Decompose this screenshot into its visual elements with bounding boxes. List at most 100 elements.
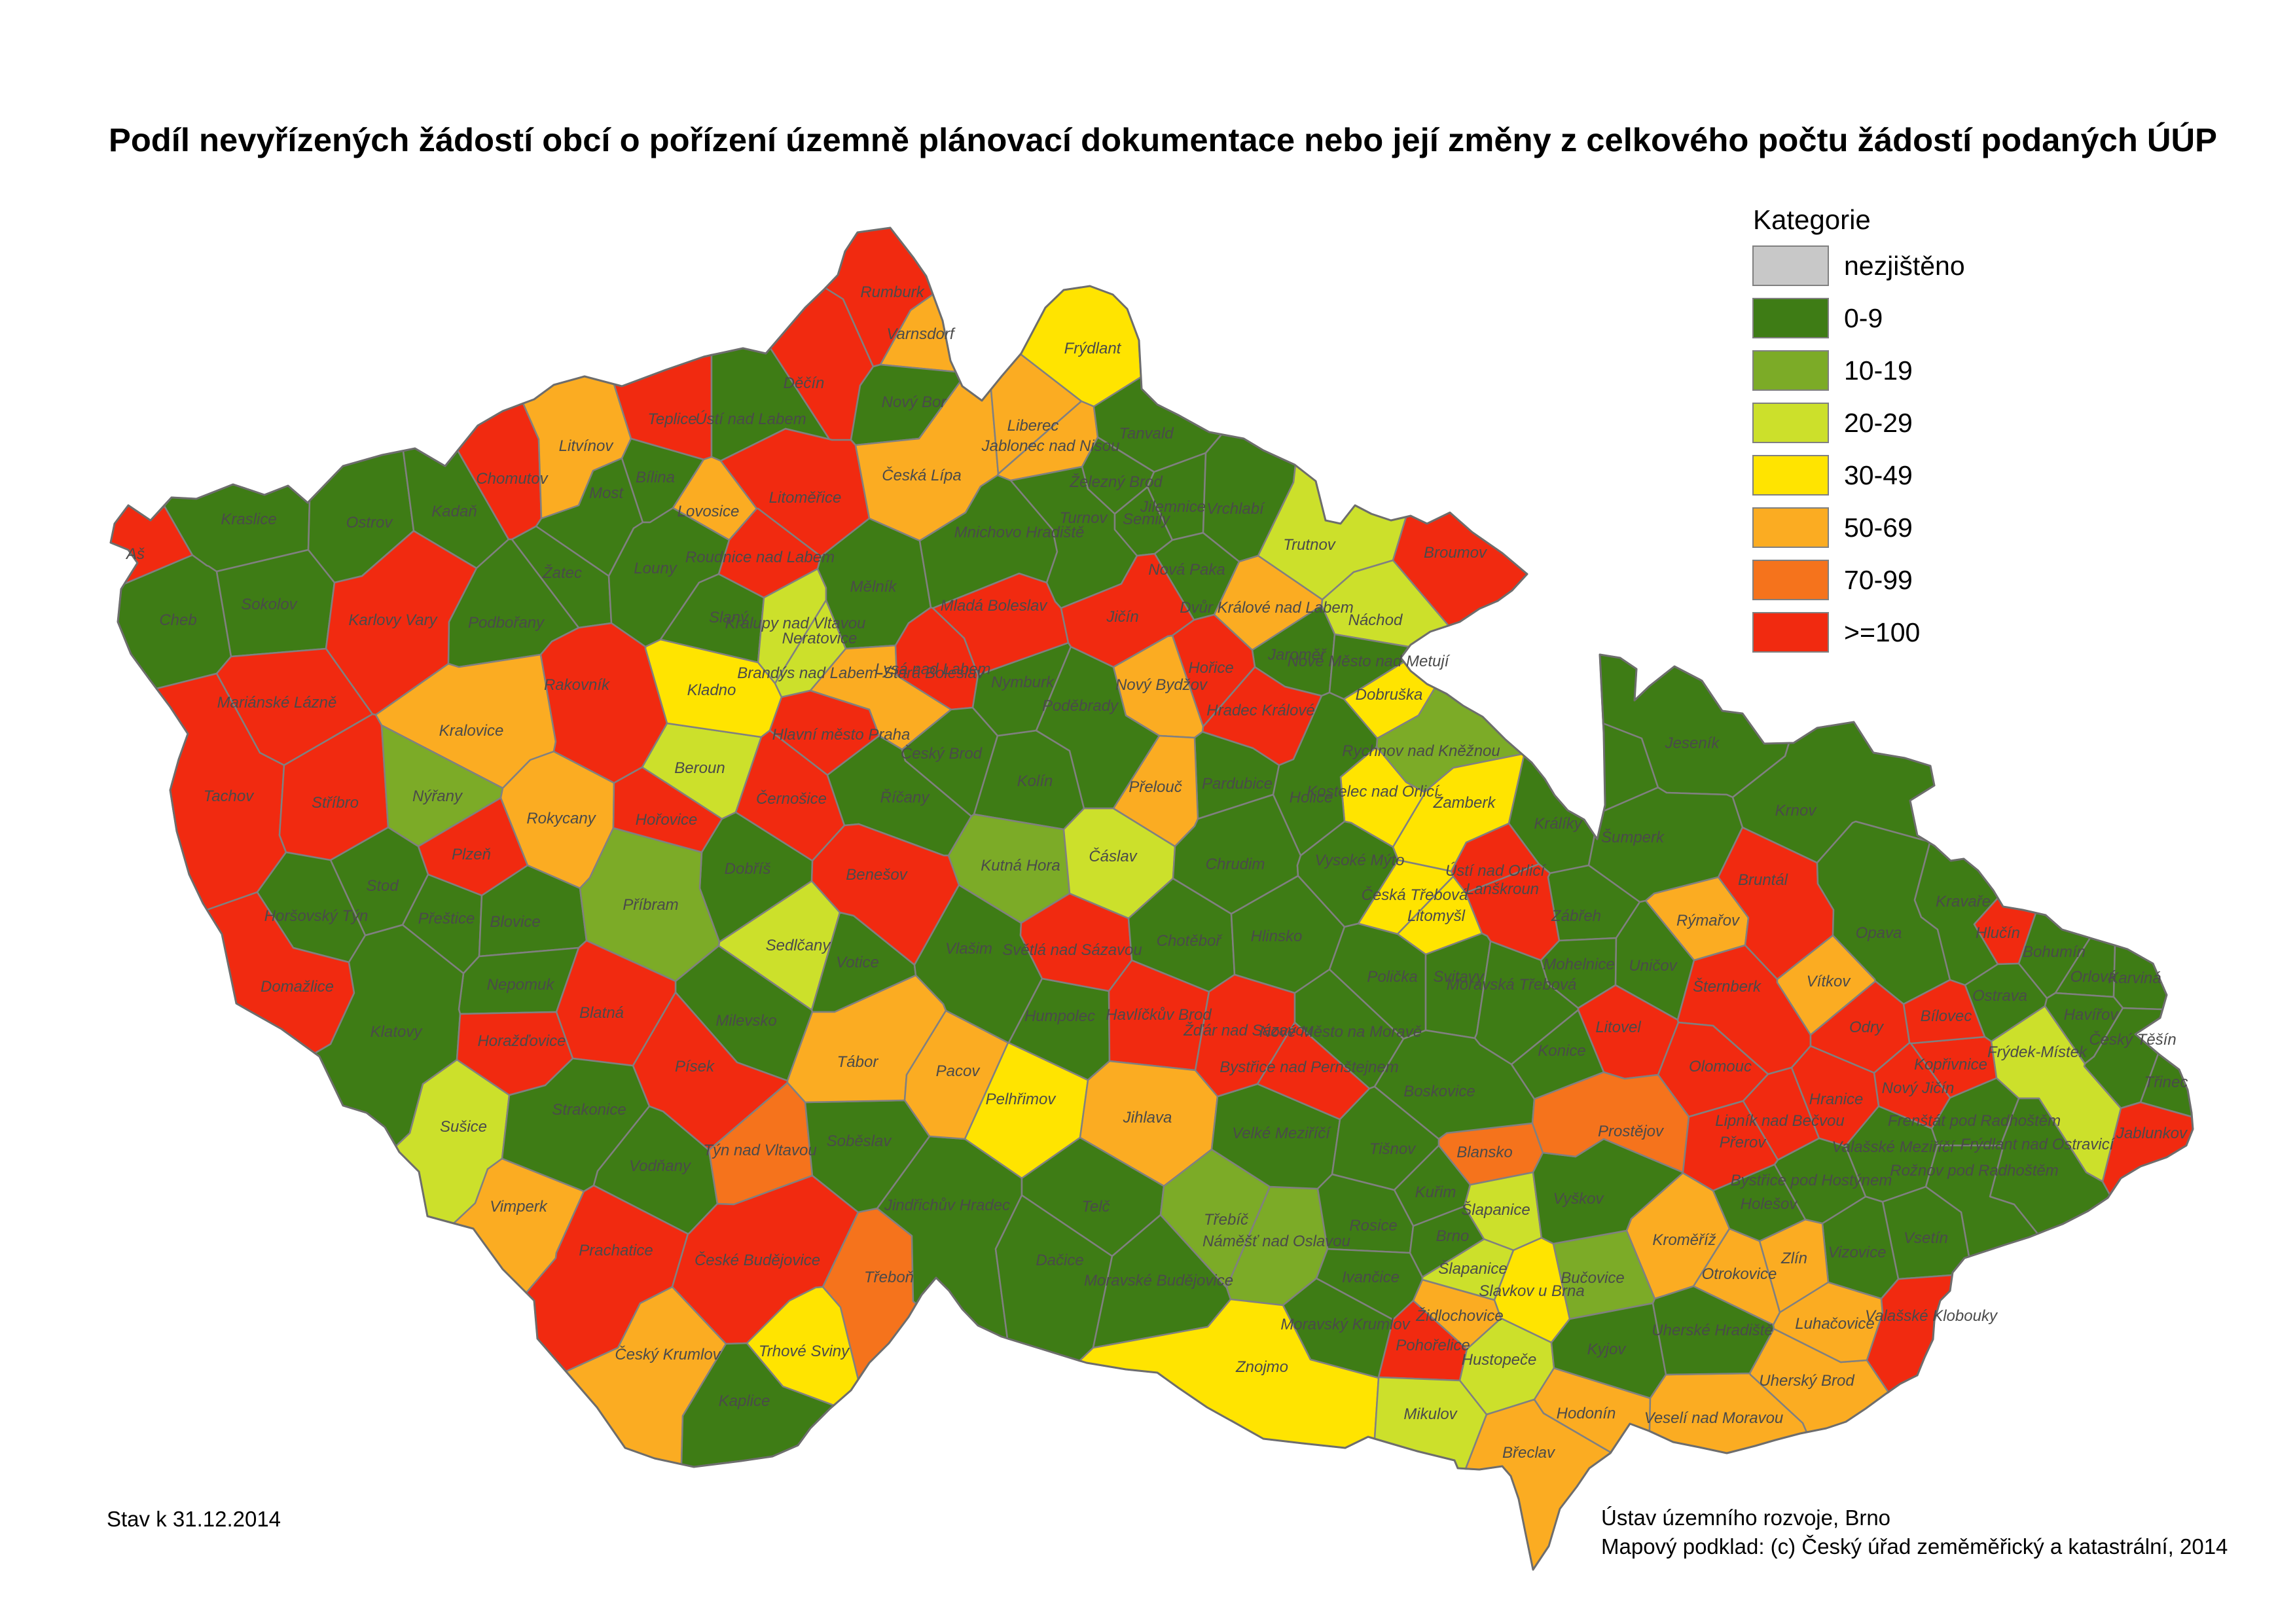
svg-text:20-29: 20-29 [1844, 408, 1913, 438]
svg-text:Třebíč: Třebíč [1204, 1211, 1248, 1229]
svg-text:Nový Jičín: Nový Jičín [1882, 1079, 1955, 1097]
svg-text:Frýdlant nad Ostravicí: Frýdlant nad Ostravicí [1961, 1136, 2116, 1153]
svg-text:Chotěboř: Chotěboř [1157, 932, 1223, 950]
svg-text:Uherský Brod: Uherský Brod [1759, 1372, 1854, 1390]
svg-text:Frýdlant: Frýdlant [1064, 340, 1122, 357]
svg-text:Vítkov: Vítkov [1807, 973, 1852, 990]
svg-text:Kravaře: Kravaře [1936, 893, 1991, 911]
svg-text:Mapový podklad: (c) Český úřad: Mapový podklad: (c) Český úřad zeměměřic… [1601, 1534, 2228, 1559]
svg-text:Český Těšín: Český Těšín [2089, 1030, 2176, 1049]
svg-text:Teplice: Teplice [647, 410, 696, 428]
svg-text:Neratovice: Neratovice [782, 630, 858, 647]
svg-text:Nový Bor: Nový Bor [882, 393, 947, 411]
svg-text:Hranice: Hranice [1809, 1091, 1864, 1108]
svg-text:Dvůr Králové nad Labem: Dvůr Králové nad Labem [1180, 599, 1353, 617]
svg-text:Mohelnice: Mohelnice [1543, 956, 1614, 973]
svg-text:Rosice: Rosice [1349, 1217, 1397, 1235]
svg-text:Klatovy: Klatovy [370, 1023, 424, 1041]
svg-text:Český Brod: Český Brod [901, 744, 983, 763]
svg-text:Přeštice: Přeštice [418, 910, 475, 928]
svg-text:Louny: Louny [634, 560, 678, 577]
svg-text:Prachatice: Prachatice [579, 1242, 653, 1259]
svg-text:Liberec: Liberec [1007, 417, 1059, 435]
svg-text:Veselí nad Moravou: Veselí nad Moravou [1644, 1409, 1784, 1427]
svg-text:Žďár nad Sázavou: Žďár nad Sázavou [1183, 1022, 1313, 1039]
svg-text:Blansko: Blansko [1456, 1144, 1512, 1161]
svg-text:Bílina: Bílina [636, 469, 675, 486]
svg-text:Kyjov: Kyjov [1587, 1341, 1627, 1358]
svg-text:Jablonec nad Nisou: Jablonec nad Nisou [981, 437, 1120, 455]
svg-text:0-9: 0-9 [1844, 303, 1883, 333]
svg-text:Kuřim: Kuřim [1415, 1183, 1456, 1201]
svg-text:Aš: Aš [125, 545, 145, 563]
svg-text:Kraslice: Kraslice [221, 511, 276, 528]
svg-text:Tachov: Tachov [204, 787, 255, 805]
svg-text:Jaroměř: Jaroměř [1267, 646, 1328, 664]
svg-text:Stod: Stod [366, 877, 399, 895]
svg-text:Třinec: Třinec [2144, 1074, 2188, 1091]
svg-text:Kaplice: Kaplice [719, 1392, 770, 1410]
svg-text:Sokolov: Sokolov [241, 596, 298, 613]
svg-text:Ústí nad Orlicí: Ústí nad Orlicí [1445, 862, 1546, 880]
svg-text:Roudnice nad Labem: Roudnice nad Labem [685, 549, 835, 566]
svg-text:Vizovice: Vizovice [1828, 1244, 1887, 1261]
svg-text:Bílovec: Bílovec [1921, 1007, 1972, 1025]
svg-text:Příbram: Příbram [623, 896, 678, 914]
svg-text:Konice: Konice [1538, 1042, 1585, 1060]
svg-text:50-69: 50-69 [1844, 513, 1913, 543]
svg-text:Jindřichův Hradec: Jindřichův Hradec [884, 1197, 1010, 1214]
svg-text:Ostrov: Ostrov [346, 514, 394, 532]
svg-text:Třeboň: Třeboň [864, 1269, 914, 1286]
svg-text:Stav k 31.12.2014: Stav k 31.12.2014 [107, 1507, 281, 1531]
svg-text:Kroměříž: Kroměříž [1652, 1231, 1716, 1249]
svg-text:Domažlice: Domažlice [261, 978, 334, 996]
svg-text:Hlinsko: Hlinsko [1251, 928, 1303, 945]
svg-text:>=100: >=100 [1844, 617, 1920, 647]
svg-text:Vsetín: Vsetín [1904, 1229, 1948, 1247]
svg-text:Nový Bydžov: Nový Bydžov [1115, 676, 1208, 694]
svg-text:Ostrava: Ostrava [1972, 987, 2027, 1005]
svg-text:Holešov: Holešov [1741, 1195, 1799, 1213]
svg-text:Světlá nad Sázavou: Světlá nad Sázavou [1002, 941, 1142, 959]
svg-text:Rýmařov: Rýmařov [1676, 912, 1741, 929]
svg-text:Polička: Polička [1367, 968, 1417, 986]
svg-text:Krnov: Krnov [1775, 802, 1818, 820]
svg-text:Luhačovice: Luhačovice [1795, 1315, 1874, 1333]
svg-text:Brno: Brno [1436, 1227, 1470, 1245]
svg-text:Ústav územního rozvoje, Brno: Ústav územního rozvoje, Brno [1601, 1506, 1890, 1530]
svg-text:Svitavy: Svitavy [1433, 968, 1485, 986]
svg-text:Bučovice: Bučovice [1561, 1269, 1624, 1287]
svg-text:Hodonín: Hodonín [1557, 1405, 1616, 1422]
svg-text:Moravské Budějovice: Moravské Budějovice [1084, 1272, 1233, 1290]
svg-text:70-99: 70-99 [1844, 565, 1913, 595]
svg-text:Týn nad Vltavou: Týn nad Vltavou [703, 1142, 816, 1159]
svg-text:Boskovice: Boskovice [1403, 1083, 1475, 1100]
svg-text:Železný Brod: Železný Brod [1069, 473, 1163, 491]
svg-text:Jilemnice: Jilemnice [1140, 498, 1206, 516]
svg-text:Znojmo: Znojmo [1235, 1358, 1288, 1376]
svg-text:Tišnov: Tišnov [1369, 1140, 1417, 1158]
svg-text:Uherské Hradiště: Uherské Hradiště [1652, 1322, 1773, 1339]
svg-text:Olomouc: Olomouc [1689, 1058, 1752, 1075]
svg-text:Poděbrady: Poděbrady [1042, 697, 1119, 715]
svg-text:Dobruška: Dobruška [1356, 686, 1423, 704]
svg-text:Ústí nad Labem: Ústí nad Labem [695, 410, 806, 428]
svg-text:Rakovník: Rakovník [544, 676, 611, 694]
svg-text:Zábřeh: Zábřeh [1551, 907, 1601, 925]
svg-text:nezjištěno: nezjištěno [1844, 251, 1965, 281]
svg-text:10-19: 10-19 [1844, 355, 1913, 386]
svg-text:Pohořelice: Pohořelice [1396, 1337, 1470, 1354]
svg-text:Otrokovice: Otrokovice [1702, 1265, 1777, 1283]
svg-text:Lysá nad Labem: Lysá nad Labem [875, 660, 990, 678]
svg-text:Šternberk: Šternberk [1693, 977, 1762, 996]
svg-text:Beroun: Beroun [674, 759, 725, 777]
svg-text:Litoměřice: Litoměřice [769, 489, 842, 507]
svg-text:Nové Město na Moravě: Nové Město na Moravě [1259, 1023, 1422, 1041]
svg-text:Litomyšl: Litomyšl [1407, 907, 1466, 925]
svg-text:Kralupy nad Vltavou: Kralupy nad Vltavou [725, 615, 866, 632]
svg-text:Sušice: Sušice [440, 1118, 487, 1136]
svg-text:Plzeň: Plzeň [452, 846, 491, 863]
svg-text:Bohumín: Bohumín [2023, 943, 2086, 961]
svg-text:Lipník nad Bečvou: Lipník nad Bečvou [1715, 1112, 1844, 1130]
svg-text:Vimperk: Vimperk [490, 1198, 549, 1216]
